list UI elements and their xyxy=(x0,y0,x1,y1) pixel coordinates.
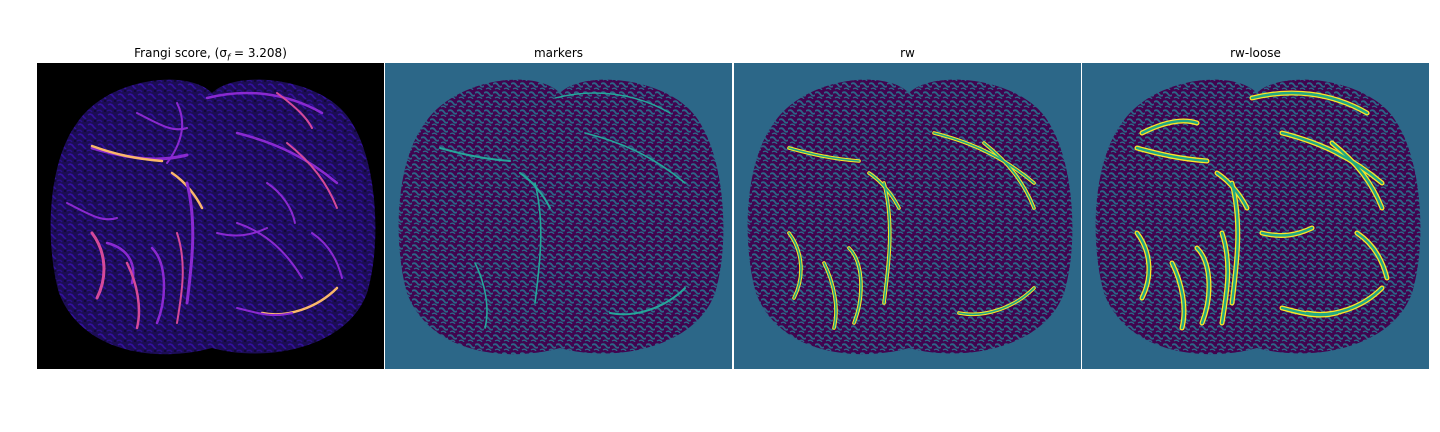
markers-image xyxy=(385,63,732,369)
rw-image xyxy=(734,63,1081,369)
panel-title: rw-loose xyxy=(1230,46,1281,60)
rw-loose-image xyxy=(1082,63,1429,369)
panel-title: Frangi score, (σf = 3.208) xyxy=(134,46,287,64)
panel-markers: markers xyxy=(385,44,732,369)
frangi-score-image xyxy=(37,63,384,369)
panel-rw-loose: rw-loose xyxy=(1082,44,1429,369)
panel-rw: rw xyxy=(734,44,1081,369)
panel-frangi-score: Frangi score, (σf = 3.208) xyxy=(37,44,384,369)
panel-title: markers xyxy=(533,46,584,60)
panel-title: rw xyxy=(900,46,915,60)
